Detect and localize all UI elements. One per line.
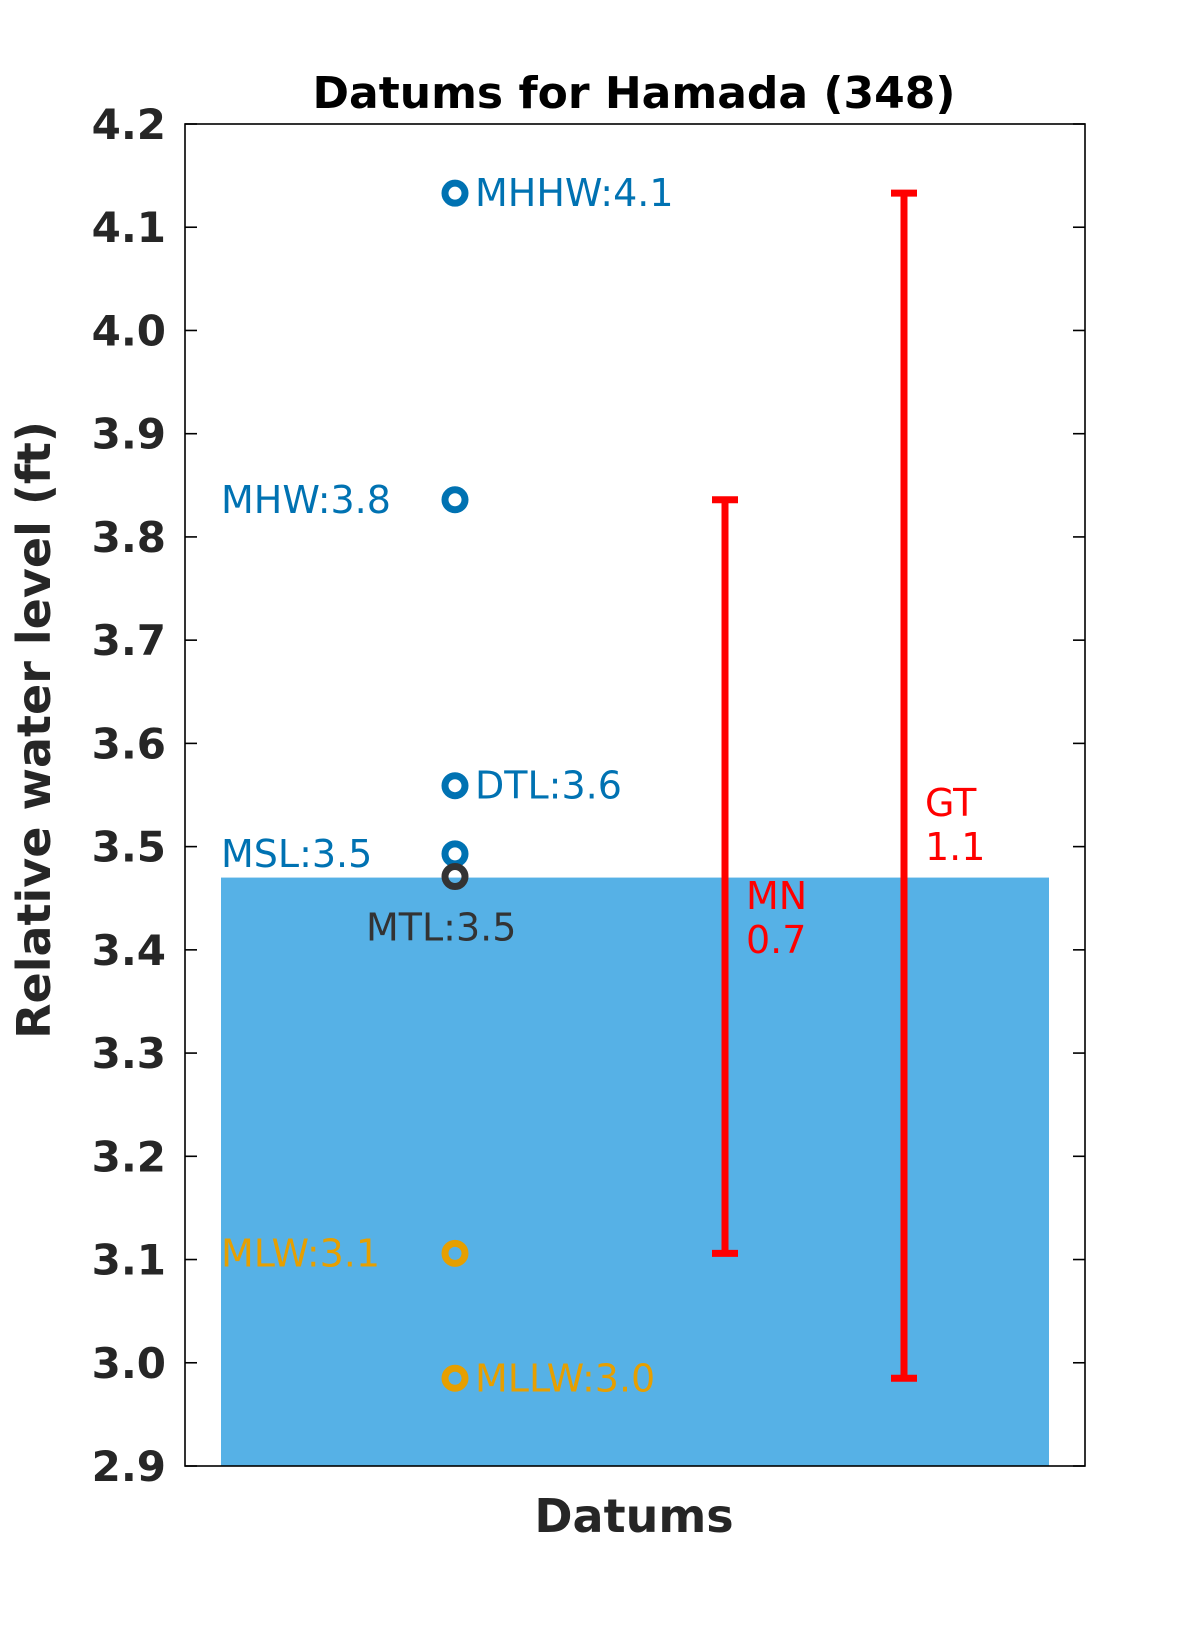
datum-label-mtl: MTL:3.5 [366,906,516,950]
datum-label-mhhw: MHHW:4.1 [475,171,674,215]
y-tick-label: 3.5 [92,823,166,872]
plot-frame [184,123,1086,1467]
y-tick-label: 3.9 [92,410,166,459]
datum-label-mhw: MHW:3.8 [221,478,391,522]
datum-marker-mhhw [441,179,469,207]
range-label-value: 1.1 [925,825,985,869]
datum-label-dtl: DTL:3.6 [475,764,622,808]
y-tick-label: 4.1 [92,203,166,252]
datum-marker-mlw [441,1239,469,1267]
datum-markers: MHHW:4.1 MHW:3.8 DTL:3.6 MSL:3.5 MTL:3.5 MLW:… [221,171,674,1400]
datum-label-msl: MSL:3.5 [221,832,372,876]
y-tick-label: 3.3 [92,1029,166,1078]
y-tick-label: 3.2 [92,1132,166,1181]
y-axis-label: Relative water level (ft) [7,421,61,1039]
y-tick-label: 3.6 [92,719,166,768]
y-tick-label: 3.7 [92,616,166,665]
range-label-value: 0.7 [746,918,806,962]
y-tick-label: 2.9 [92,1442,166,1491]
range-bars: MN0.7 GT1.1 [712,189,985,1382]
y-tick-label: 3.0 [92,1339,166,1388]
range-label-name: GT [925,781,977,825]
datum-label-mlw: MLW:3.1 [221,1231,380,1275]
y-tick-label: 3.1 [92,1236,166,1285]
datum-marker-dtl [441,772,469,800]
range-label-name: MN [746,874,807,918]
datum-marker-mtl [441,863,469,891]
datum-marker-mhw [441,486,469,514]
y-tick-label: 3.4 [92,926,166,975]
datum-label-mllw: MLLW:3.0 [475,1356,655,1400]
water-level-fill [221,877,1049,1466]
datum-marker-mllw [441,1364,469,1392]
y-tick-label: 4.2 [92,100,166,149]
x-axis-label: Datums [534,1489,733,1543]
y-tick-label: 3.8 [92,513,166,562]
y-tick-label: 4.0 [92,306,166,355]
y-axis-ticks: 2.9 3.0 3.1 3.2 3.3 3.4 3.5 3.6 3.7 3.8 3.9 4.0 4.1 4… [92,100,1085,1491]
chart-title: Datums for Hamada (348) [313,68,956,119]
